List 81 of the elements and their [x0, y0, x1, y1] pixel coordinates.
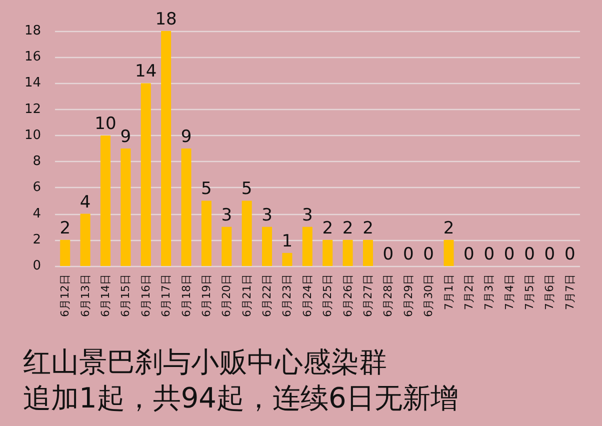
y-tick-label: 2: [32, 232, 41, 248]
x-tick-label: 6月25日: [321, 274, 334, 317]
x-tick-label: 6月16日: [139, 274, 152, 317]
data-label: 2: [60, 218, 71, 238]
data-label: 2: [443, 218, 454, 238]
y-tick-label: 10: [24, 128, 41, 143]
data-label: 5: [201, 179, 212, 200]
x-tick-label: 7月4日: [502, 274, 516, 310]
x-tick-label: 6月29日: [402, 274, 415, 317]
y-tick-label: 6: [32, 180, 41, 196]
x-tick-label: 6月18日: [180, 274, 193, 317]
data-label: 14: [135, 62, 157, 82]
data-label: 0: [524, 244, 535, 264]
bar: [120, 148, 131, 266]
x-tick-label: 6月23日: [280, 274, 294, 317]
y-tick-label: 16: [24, 50, 41, 65]
data-label: 3: [262, 205, 272, 226]
data-label: 0: [382, 244, 394, 264]
x-tick-label: 6月20日: [220, 274, 234, 317]
y-tick-label: 8: [32, 154, 41, 170]
x-tick-label: 7月7日: [563, 274, 576, 310]
x-tick-label: 6月21日: [240, 274, 254, 317]
data-label: 9: [180, 127, 192, 147]
bar: [80, 214, 90, 266]
data-label: 3: [221, 205, 232, 226]
text: 红山景巴刹与小贩中心感染群: [23, 346, 387, 378]
bar: [444, 240, 454, 266]
bar: [222, 226, 232, 266]
bar: [140, 83, 151, 266]
data-label: 2: [362, 218, 374, 238]
bar: [342, 240, 353, 266]
x-tick-label: 6月14日: [98, 274, 112, 317]
x-tick-label: 6月13日: [78, 274, 92, 317]
x-tick-label: 6月26日: [341, 274, 354, 317]
x-tick-label: 6月30日: [422, 274, 436, 317]
data-label: 1: [282, 231, 293, 252]
x-tick-label: 7月2日: [462, 274, 476, 310]
data-label: 0: [423, 244, 434, 264]
y-tick-label: 12: [24, 102, 41, 117]
x-tick-label: 6月17日: [160, 274, 173, 317]
bar: [302, 226, 312, 266]
bar: [181, 148, 192, 266]
bar: [201, 200, 212, 266]
x-tick-label: 7月3日: [482, 274, 496, 310]
data-label: 18: [155, 10, 177, 30]
x-tick-label: 6月19日: [200, 274, 213, 317]
bar: [262, 226, 272, 266]
bar: [242, 200, 252, 266]
bar: [60, 240, 70, 266]
bar: [362, 240, 373, 266]
data-label: 2: [322, 218, 334, 238]
data-label: 2: [342, 218, 354, 238]
x-tick-label: 6月28日: [382, 274, 395, 317]
data-label: 5: [241, 179, 252, 200]
bar: [322, 240, 333, 266]
data-label: 0: [402, 244, 414, 264]
data-label: 0: [484, 244, 495, 264]
y-tick-label: 14: [24, 76, 41, 91]
x-tick-label: 6月22日: [260, 274, 274, 317]
data-label: 3: [302, 205, 313, 226]
bar: [282, 252, 292, 266]
data-label: 10: [94, 114, 116, 134]
x-tick-label: 6月27日: [361, 274, 374, 317]
x-tick-label: 6月24日: [300, 274, 314, 317]
x-tick-label: 7月6日: [543, 274, 556, 310]
x-tick-label: 6月12日: [58, 274, 72, 317]
data-label: 4: [80, 192, 91, 212]
y-tick-label: 4: [32, 206, 41, 222]
data-label: 0: [464, 244, 474, 264]
bar: [100, 135, 110, 266]
y-tick-label: 18: [24, 24, 41, 38]
data-label: 0: [544, 244, 556, 264]
x-tick-label: 7月1日: [442, 274, 456, 310]
bar: [161, 31, 172, 266]
data-label: 0: [504, 244, 515, 264]
text: 追加1起，共94起，连续6日无新增: [23, 382, 458, 414]
x-tick-label: 6月15日: [119, 274, 132, 317]
data-label: 0: [564, 244, 576, 264]
data-label: 9: [120, 127, 132, 147]
y-tick-label: 0: [32, 258, 41, 274]
x-tick-label: 7月5日: [523, 274, 536, 310]
